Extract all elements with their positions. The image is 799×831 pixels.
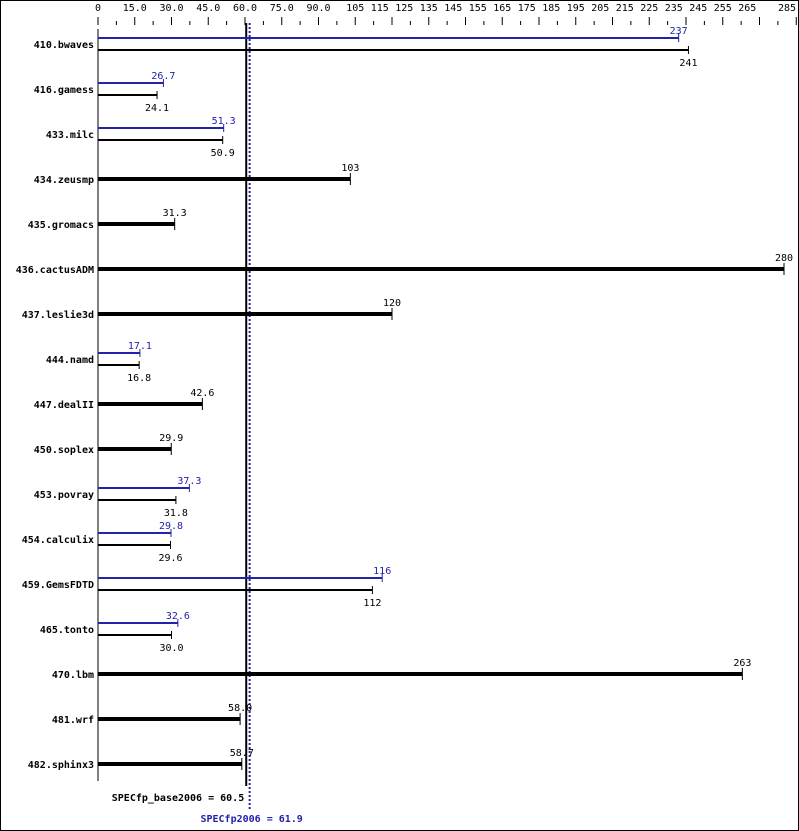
- peak-value-label: 237: [670, 26, 688, 37]
- tick-label: 145: [444, 3, 462, 14]
- base-value-label: 31.3: [163, 208, 187, 219]
- base-value-label: 24.1: [145, 103, 169, 114]
- tick-label: 125: [395, 3, 413, 14]
- tick-label: 105: [346, 3, 364, 14]
- benchmark-label: 437.leslie3d: [22, 309, 94, 321]
- base-value-label: 29.9: [159, 433, 183, 444]
- tick-label: 255: [714, 3, 732, 14]
- base-value-label: 42.6: [190, 388, 214, 399]
- base-value-label: 58.0: [228, 703, 252, 714]
- peak-mean-label: SPECfp2006 = 61.9: [200, 814, 302, 825]
- benchmark-label: 459.GemsFDTD: [22, 580, 94, 591]
- tick-label: 215: [616, 3, 634, 14]
- base-value-label: 30.0: [159, 643, 183, 654]
- base-value-label: 16.8: [127, 373, 151, 384]
- tick-label: 185: [542, 3, 560, 14]
- base-value-label: 112: [363, 598, 381, 609]
- tick-label: 115: [371, 3, 389, 14]
- benchmark-label: 436.cactusADM: [16, 265, 94, 276]
- benchmark-label: 434.zeusmp: [34, 175, 94, 186]
- benchmark-label: 481.wrf: [52, 715, 94, 726]
- peak-value-label: 29.8: [159, 521, 183, 532]
- peak-value-label: 32.6: [166, 611, 190, 622]
- tick-label: 0: [95, 3, 101, 14]
- benchmark-label: 482.sphinx3: [28, 759, 94, 771]
- peak-value-label: 51.3: [212, 116, 236, 127]
- base-mean-label: SPECfp_base2006 = 60.5: [112, 793, 244, 804]
- benchmark-label: 416.gamess: [34, 85, 94, 96]
- benchmark-label: 435.gromacs: [28, 220, 94, 231]
- benchmark-label: 410.bwaves: [34, 40, 94, 51]
- tick-label: 165: [493, 3, 511, 14]
- tick-label: 245: [689, 3, 707, 14]
- tick-label: 15.0: [123, 3, 147, 14]
- base-value-label: 58.7: [230, 748, 254, 759]
- tick-label: 285: [778, 3, 796, 14]
- tick-label: 195: [567, 3, 585, 14]
- tick-label: 75.0: [270, 3, 294, 14]
- peak-value-label: 26.7: [151, 71, 175, 82]
- benchmark-label: 453.povray: [34, 490, 94, 501]
- tick-label: 225: [640, 3, 658, 14]
- tick-label: 175: [518, 3, 536, 14]
- tick-label: 90.0: [306, 3, 330, 14]
- base-value-label: 50.9: [211, 148, 235, 159]
- base-value-label: 103: [341, 163, 359, 174]
- peak-value-label: 17.1: [128, 341, 152, 352]
- tick-label: 205: [591, 3, 609, 14]
- benchmark-label: 444.namd: [46, 355, 94, 366]
- base-value-label: 29.6: [158, 553, 182, 564]
- base-value-label: 31.8: [164, 508, 188, 519]
- tick-label: 30.0: [159, 3, 183, 14]
- peak-value-label: 37.3: [177, 476, 201, 487]
- tick-label: 155: [469, 3, 487, 14]
- tick-label: 235: [665, 3, 683, 14]
- tick-label: 60.0: [233, 3, 257, 14]
- base-value-label: 263: [733, 658, 751, 669]
- benchmark-label: 447.dealII: [34, 400, 94, 411]
- base-value-label: 280: [775, 253, 793, 264]
- base-value-label: 241: [679, 58, 697, 69]
- benchmark-label: 450.soplex: [34, 445, 94, 456]
- tick-label: 135: [420, 3, 438, 14]
- peak-value-label: 116: [373, 566, 391, 577]
- benchmark-label: 465.tonto: [40, 625, 94, 636]
- tick-label: 45.0: [196, 3, 220, 14]
- benchmark-label: 470.lbm: [52, 670, 94, 681]
- base-value-label: 120: [383, 298, 401, 309]
- tick-label: 265: [738, 3, 756, 14]
- benchmark-label: 454.calculix: [22, 534, 94, 546]
- benchmark-label: 433.milc: [46, 129, 94, 141]
